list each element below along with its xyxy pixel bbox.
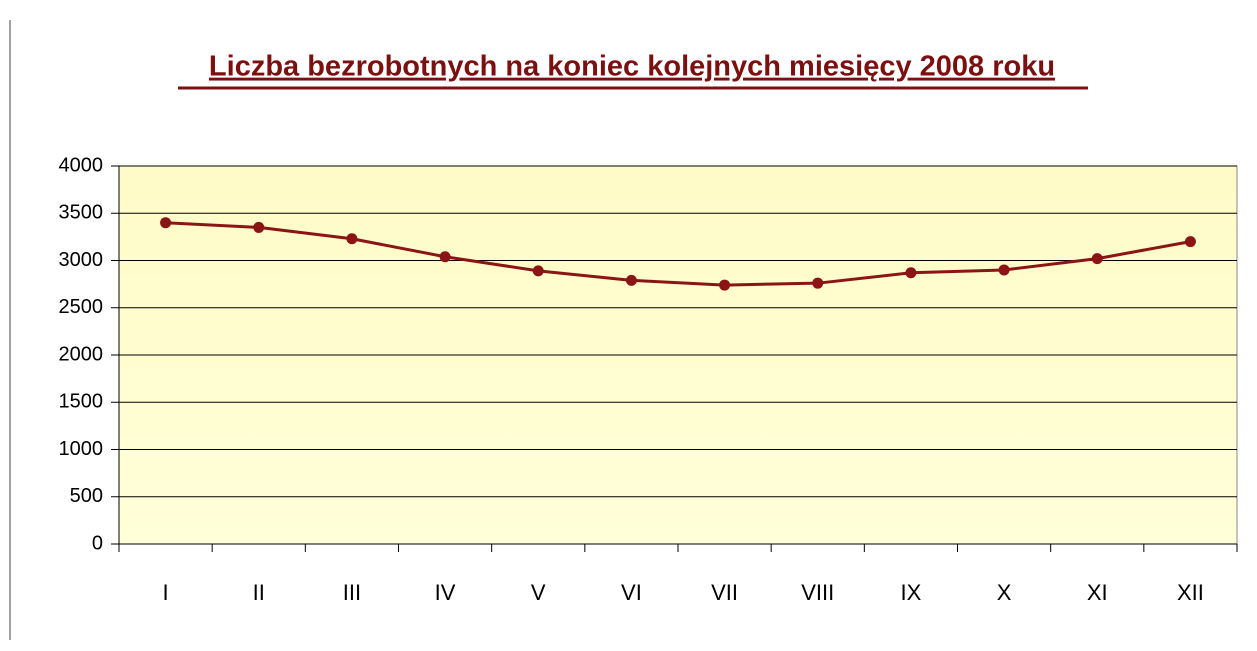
y-tick-label: 500 — [70, 485, 103, 507]
point — [1184, 236, 1196, 248]
point — [346, 233, 358, 245]
y-tick-label: 1000 — [59, 438, 104, 460]
y-tick-label: 0 — [92, 532, 103, 554]
point — [160, 217, 172, 229]
point — [439, 251, 451, 263]
y-tick-label: 2000 — [59, 343, 104, 365]
x-tick-label: III — [343, 580, 361, 605]
point — [812, 277, 824, 289]
x-tick-label: IX — [901, 580, 922, 605]
point — [253, 221, 265, 233]
point — [998, 264, 1010, 276]
y-tick-label: 3000 — [59, 249, 104, 271]
x-tick-label: V — [531, 580, 546, 605]
x-tick-label: X — [997, 580, 1012, 605]
x-tick-label: VIII — [801, 580, 834, 605]
x-tick-label: II — [253, 580, 265, 605]
point — [532, 265, 544, 277]
x-tick-label: XI — [1087, 580, 1108, 605]
point — [905, 267, 917, 279]
x-tick-label: IV — [435, 580, 456, 605]
point — [719, 279, 731, 291]
y-tick-label: 4000 — [59, 154, 104, 176]
chart-title: Liczba bezrobotnych na koniec kolejnych … — [209, 51, 1055, 83]
x-tick-label: I — [163, 580, 169, 605]
y-tick-label: 1500 — [59, 391, 104, 413]
point — [625, 274, 637, 286]
point — [1091, 253, 1103, 265]
x-tick-label: XII — [1177, 580, 1204, 605]
y-tick-label: 3500 — [59, 202, 104, 224]
x-tick-label: VI — [621, 580, 642, 605]
line — [165, 221, 1191, 287]
y-tick-label: 2500 — [59, 296, 104, 318]
x-tick-label: VII — [711, 580, 738, 605]
